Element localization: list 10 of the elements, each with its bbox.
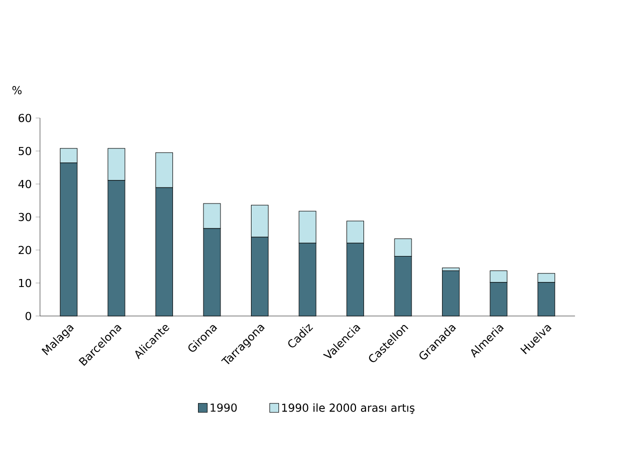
legend-label: 1990 ile 2000 arası artış [282,403,414,414]
y-tick-label: 40 [18,180,32,188]
y-tick-label: 20 [18,246,32,254]
y-axis-title: % [12,86,22,94]
y-tick-label: 0 [26,312,32,320]
y-tick-label: 30 [18,212,32,222]
y-tick-label: 50 [18,146,32,156]
legend-label: 1990 [210,403,237,412]
y-tick-label: 60 [18,114,32,122]
y-tick-label: 10 [19,278,32,288]
